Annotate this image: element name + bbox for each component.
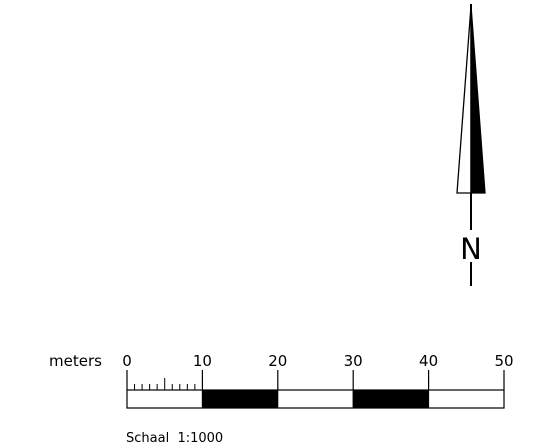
scale-segment (201, 389, 279, 409)
scale-tick-label: 40 (419, 352, 438, 370)
scale-segments (126, 389, 505, 409)
scale-unit-label: meters (49, 352, 102, 370)
scale-segment (277, 389, 354, 409)
scale-segment (428, 389, 505, 409)
north-arrow-left-half (456, 5, 472, 194)
scale-bar-outline (126, 389, 505, 409)
scale-tick-label: 0 (122, 352, 132, 370)
scale-tick-label: 10 (193, 352, 212, 370)
scale-segment (126, 389, 203, 409)
north-letter: N (460, 232, 482, 266)
scale-tick-labels: 0 10 20 30 40 50 (122, 352, 514, 390)
north-arrow: N (456, 4, 486, 286)
scale-ratio-text: Schaal 1:1000 (126, 431, 223, 446)
scale-segment (352, 389, 430, 409)
scale-bar: meters 0 10 20 30 40 50 Schaal 1:1000 (49, 352, 514, 446)
scale-tick-label: 30 (344, 352, 363, 370)
scale-tick-label: 50 (494, 352, 513, 370)
scale-subdivisions (134, 378, 196, 390)
scale-tick-label: 20 (268, 352, 287, 370)
north-letter-backdrop (459, 230, 483, 262)
north-arrow-right-half (470, 5, 486, 194)
